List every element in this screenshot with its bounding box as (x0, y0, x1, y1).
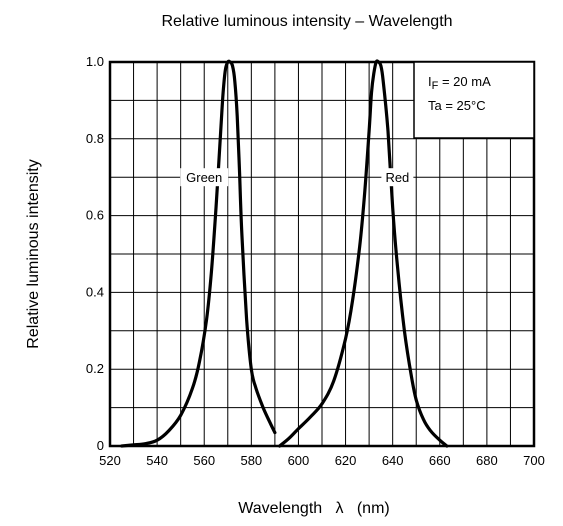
y-tick-label: 0.6 (86, 208, 104, 223)
axis-ticks: 520 540 560 580 600 620 640 660 680 700 0 0.2 0.4 0.6… (86, 54, 545, 468)
y-tick-label: 1.0 (86, 54, 104, 69)
series-label-red: Red (385, 170, 409, 185)
chart-title: Relative luminous intensity – Wavelength (161, 13, 452, 30)
condition-current: IF = 20 mA (428, 74, 491, 92)
x-tick-label: 660 (429, 453, 451, 468)
y-tick-label: 0 (97, 438, 104, 453)
condition-current-sub: F (432, 80, 439, 92)
conditions-box: IF = 20 mA Ta = 25°C (413, 61, 535, 139)
series-label-bg (381, 168, 414, 187)
series-line-green (120, 59, 277, 448)
x-tick-label: 600 (288, 453, 310, 468)
x-tick-label: 520 (99, 453, 121, 468)
y-tick-label: 0.8 (86, 131, 104, 146)
x-tick-label: 640 (382, 453, 404, 468)
series-label-green: Green (186, 170, 222, 185)
x-tick-label: 700 (523, 453, 545, 468)
x-tick-label: 560 (193, 453, 215, 468)
condition-current-value: = 20 mA (438, 74, 491, 89)
condition-temperature: Ta = 25°C (428, 98, 486, 113)
plot-frame (108, 60, 536, 448)
y-tick-label: 0.4 (86, 284, 104, 299)
x-tick-label: 580 (240, 453, 262, 468)
series-label-bg (180, 168, 229, 187)
y-tick-label: 0.2 (86, 361, 104, 376)
y-axis-label: Relative luminous intensity (25, 159, 42, 348)
x-tick-label: 680 (476, 453, 498, 468)
x-tick-label: 620 (335, 453, 357, 468)
condition-current-prefix: I (428, 74, 432, 89)
x-axis-label: Wavelength λ (nm) (238, 500, 389, 517)
x-tick-label: 540 (146, 453, 168, 468)
